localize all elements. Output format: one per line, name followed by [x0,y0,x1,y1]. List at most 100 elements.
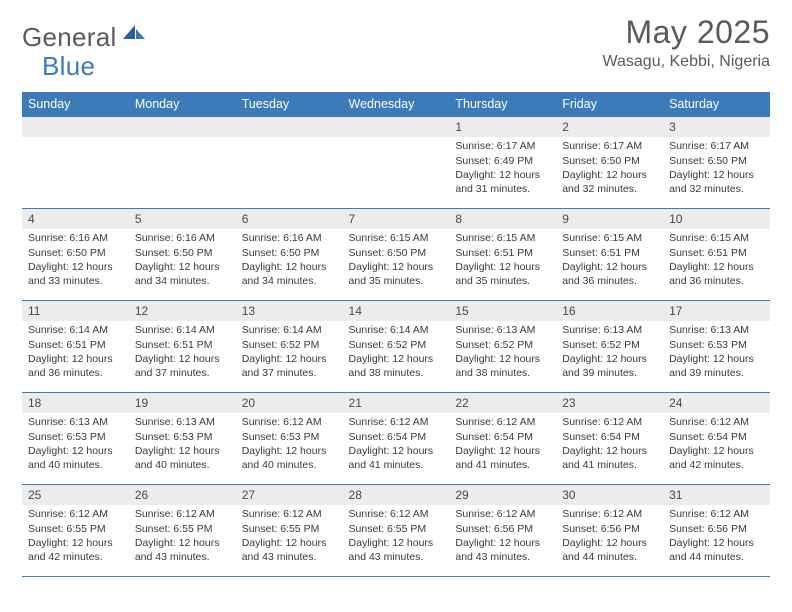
sunrise-line: Sunrise: 6:12 AM [28,508,123,522]
sunset-line: Sunset: 6:53 PM [135,431,230,445]
calendar-day-cell: 10Sunrise: 6:15 AMSunset: 6:51 PMDayligh… [663,209,770,301]
day-number: 1 [449,117,556,137]
sunset-line: Sunset: 6:51 PM [562,247,657,261]
sunset-line: Sunset: 6:56 PM [562,523,657,537]
daylight-line: Daylight: 12 hours and 43 minutes. [349,537,444,564]
day-details: Sunrise: 6:13 AMSunset: 6:52 PMDaylight:… [556,321,663,386]
day-number: 21 [343,393,450,413]
day-number: 22 [449,393,556,413]
sunrise-line: Sunrise: 6:14 AM [28,324,123,338]
daylight-line: Daylight: 12 hours and 42 minutes. [669,445,764,472]
sunset-line: Sunset: 6:56 PM [669,523,764,537]
day-details: Sunrise: 6:15 AMSunset: 6:51 PMDaylight:… [449,229,556,294]
weekday-header: Friday [556,92,663,117]
weekday-header: Tuesday [236,92,343,117]
sunset-line: Sunset: 6:54 PM [562,431,657,445]
daylight-line: Daylight: 12 hours and 43 minutes. [135,537,230,564]
day-number [129,117,236,137]
day-details: Sunrise: 6:15 AMSunset: 6:50 PMDaylight:… [343,229,450,294]
calendar-day-cell: 2Sunrise: 6:17 AMSunset: 6:50 PMDaylight… [556,117,663,209]
calendar-week-row: 11Sunrise: 6:14 AMSunset: 6:51 PMDayligh… [22,301,770,393]
calendar-day-cell: 21Sunrise: 6:12 AMSunset: 6:54 PMDayligh… [343,393,450,485]
day-details: Sunrise: 6:12 AMSunset: 6:55 PMDaylight:… [236,505,343,570]
day-details: Sunrise: 6:14 AMSunset: 6:52 PMDaylight:… [343,321,450,386]
sunset-line: Sunset: 6:50 PM [28,247,123,261]
day-details: Sunrise: 6:12 AMSunset: 6:54 PMDaylight:… [556,413,663,478]
day-details: Sunrise: 6:17 AMSunset: 6:50 PMDaylight:… [556,137,663,202]
day-details: Sunrise: 6:13 AMSunset: 6:53 PMDaylight:… [129,413,236,478]
calendar-day-cell [236,117,343,209]
sunset-line: Sunset: 6:55 PM [28,523,123,537]
day-details: Sunrise: 6:16 AMSunset: 6:50 PMDaylight:… [22,229,129,294]
calendar-day-cell: 14Sunrise: 6:14 AMSunset: 6:52 PMDayligh… [343,301,450,393]
day-number: 5 [129,209,236,229]
sunset-line: Sunset: 6:54 PM [669,431,764,445]
calendar-day-cell: 6Sunrise: 6:16 AMSunset: 6:50 PMDaylight… [236,209,343,301]
sunset-line: Sunset: 6:54 PM [455,431,550,445]
day-number: 28 [343,485,450,505]
sunrise-line: Sunrise: 6:12 AM [669,416,764,430]
calendar-week-row: 25Sunrise: 6:12 AMSunset: 6:55 PMDayligh… [22,485,770,577]
calendar-day-cell: 11Sunrise: 6:14 AMSunset: 6:51 PMDayligh… [22,301,129,393]
location-subtitle: Wasagu, Kebbi, Nigeria [603,53,771,71]
day-number [22,117,129,137]
sunrise-line: Sunrise: 6:15 AM [455,232,550,246]
brand-word-2: Blue [22,51,95,82]
daylight-line: Daylight: 12 hours and 41 minutes. [562,445,657,472]
calendar-day-cell: 7Sunrise: 6:15 AMSunset: 6:50 PMDaylight… [343,209,450,301]
calendar-day-cell: 27Sunrise: 6:12 AMSunset: 6:55 PMDayligh… [236,485,343,577]
day-details: Sunrise: 6:15 AMSunset: 6:51 PMDaylight:… [663,229,770,294]
month-title: May 2025 [603,14,771,51]
sunset-line: Sunset: 6:50 PM [135,247,230,261]
day-number: 2 [556,117,663,137]
day-number: 3 [663,117,770,137]
daylight-line: Daylight: 12 hours and 37 minutes. [242,353,337,380]
sunrise-line: Sunrise: 6:13 AM [455,324,550,338]
daylight-line: Daylight: 12 hours and 44 minutes. [562,537,657,564]
daylight-line: Daylight: 12 hours and 41 minutes. [455,445,550,472]
daylight-line: Daylight: 12 hours and 43 minutes. [455,537,550,564]
day-details: Sunrise: 6:12 AMSunset: 6:54 PMDaylight:… [663,413,770,478]
sunset-line: Sunset: 6:56 PM [455,523,550,537]
calendar-day-cell: 28Sunrise: 6:12 AMSunset: 6:55 PMDayligh… [343,485,450,577]
day-number: 18 [22,393,129,413]
day-number: 6 [236,209,343,229]
day-number: 13 [236,301,343,321]
daylight-line: Daylight: 12 hours and 41 minutes. [349,445,444,472]
calendar-day-cell: 9Sunrise: 6:15 AMSunset: 6:51 PMDaylight… [556,209,663,301]
day-number: 16 [556,301,663,321]
sunset-line: Sunset: 6:50 PM [349,247,444,261]
calendar-day-cell: 5Sunrise: 6:16 AMSunset: 6:50 PMDaylight… [129,209,236,301]
calendar-day-cell: 22Sunrise: 6:12 AMSunset: 6:54 PMDayligh… [449,393,556,485]
brand-word-1: General [22,22,117,53]
day-details: Sunrise: 6:16 AMSunset: 6:50 PMDaylight:… [129,229,236,294]
daylight-line: Daylight: 12 hours and 38 minutes. [349,353,444,380]
day-details: Sunrise: 6:12 AMSunset: 6:56 PMDaylight:… [449,505,556,570]
weekday-header: Wednesday [343,92,450,117]
sunrise-line: Sunrise: 6:16 AM [135,232,230,246]
calendar-day-cell: 3Sunrise: 6:17 AMSunset: 6:50 PMDaylight… [663,117,770,209]
calendar-day-cell: 19Sunrise: 6:13 AMSunset: 6:53 PMDayligh… [129,393,236,485]
sunrise-line: Sunrise: 6:15 AM [669,232,764,246]
sunset-line: Sunset: 6:51 PM [135,339,230,353]
daylight-line: Daylight: 12 hours and 34 minutes. [135,261,230,288]
calendar-day-cell [22,117,129,209]
day-number: 10 [663,209,770,229]
weekday-header: Monday [129,92,236,117]
calendar-day-cell [129,117,236,209]
sunset-line: Sunset: 6:53 PM [242,431,337,445]
sunset-line: Sunset: 6:52 PM [562,339,657,353]
day-number: 9 [556,209,663,229]
calendar-day-cell: 4Sunrise: 6:16 AMSunset: 6:50 PMDaylight… [22,209,129,301]
day-number: 26 [129,485,236,505]
sunrise-line: Sunrise: 6:16 AM [28,232,123,246]
daylight-line: Daylight: 12 hours and 40 minutes. [28,445,123,472]
day-number: 30 [556,485,663,505]
sunset-line: Sunset: 6:50 PM [669,155,764,169]
sunrise-line: Sunrise: 6:12 AM [242,416,337,430]
sunrise-line: Sunrise: 6:12 AM [135,508,230,522]
calendar-day-cell: 31Sunrise: 6:12 AMSunset: 6:56 PMDayligh… [663,485,770,577]
calendar-day-cell: 25Sunrise: 6:12 AMSunset: 6:55 PMDayligh… [22,485,129,577]
day-details: Sunrise: 6:15 AMSunset: 6:51 PMDaylight:… [556,229,663,294]
sunset-line: Sunset: 6:51 PM [669,247,764,261]
